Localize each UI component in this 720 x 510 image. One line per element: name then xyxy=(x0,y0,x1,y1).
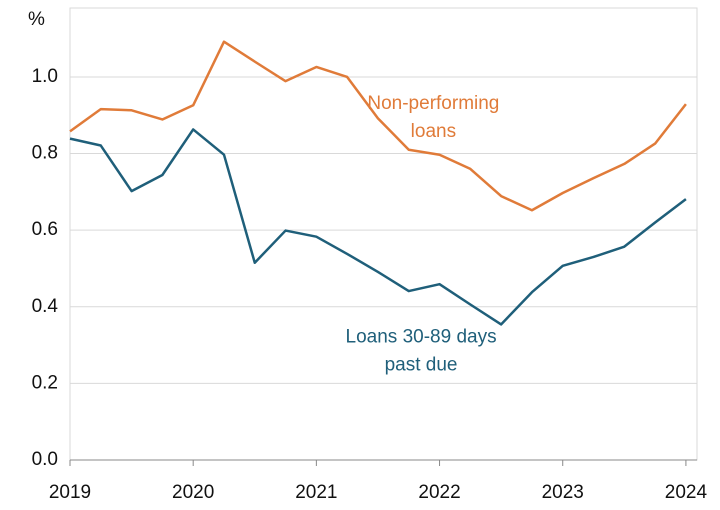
plot-frame xyxy=(69,7,698,461)
annotation: past due xyxy=(385,354,458,375)
series-line xyxy=(69,128,687,326)
y-tick-label: 0.6 xyxy=(32,219,58,240)
y-axis-label: % xyxy=(28,9,45,30)
x-tick-label: 2021 xyxy=(295,482,337,503)
x-tick-label: 2023 xyxy=(542,482,584,503)
annotation: loans xyxy=(411,121,456,142)
x-tick-label: 2020 xyxy=(172,482,214,503)
y-tick-label: 0.8 xyxy=(32,143,58,164)
x-tick-label: 2022 xyxy=(418,482,460,503)
x-tick-label: 2024 xyxy=(665,482,708,503)
x-tick-label: 2019 xyxy=(49,482,91,503)
y-tick-label: 0.0 xyxy=(32,449,58,470)
series-line xyxy=(69,40,687,212)
y-tick-label: 1.0 xyxy=(32,66,58,87)
annotation: Loans 30-89 days xyxy=(346,326,497,347)
y-tick-label: 0.4 xyxy=(32,296,59,317)
y-tick-label: 0.2 xyxy=(32,372,58,393)
annotation: Non-performing xyxy=(367,93,499,114)
